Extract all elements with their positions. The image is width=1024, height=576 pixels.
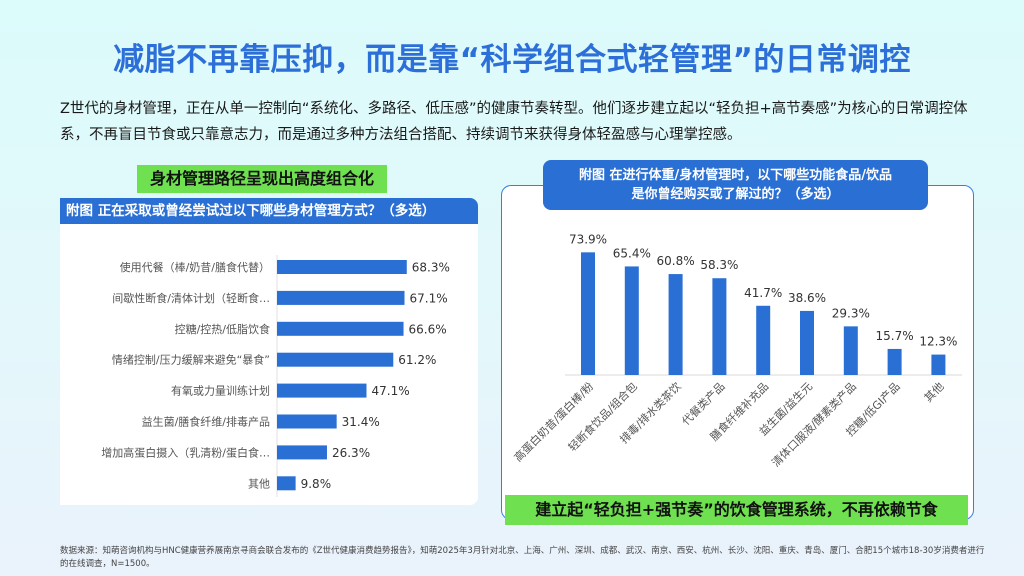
- left-value-label: 68.3%: [412, 261, 450, 275]
- page-title: 减脂不再靠压抑，而是靠“科学组合式轻管理”的日常调控: [113, 42, 911, 78]
- right-chart-title-line-1: 附图 在进行体重/身材管理时，以下哪些功能食品/饮品: [578, 168, 893, 183]
- right-value-label: 73.9%: [569, 232, 607, 246]
- left-category-label: 增加高蛋白摄入（乳清粉/蛋白食…: [101, 445, 270, 459]
- right-value-label: 38.6%: [788, 291, 826, 305]
- left-chart-title: 附图 正在采取或曾经尝试过以下哪些身材管理方式？（多选）: [60, 198, 478, 224]
- right-value-label: 15.7%: [876, 329, 914, 343]
- right-panel-tag: 建立起“轻负担+强节奏”的饮食管理系统，不再依赖节食: [505, 495, 968, 525]
- left-category-label: 益生菌/膳食纤维/排毒产品: [142, 415, 270, 429]
- left-bar: [277, 260, 407, 274]
- right-bar: [843, 326, 858, 375]
- right-value-label: 12.3%: [919, 335, 957, 349]
- left-bar: [277, 290, 405, 305]
- left-category-label: 使用代餐（棒/奶昔/膳食代替）: [120, 260, 270, 274]
- right-bar: [712, 278, 727, 375]
- left-bar: [277, 476, 296, 491]
- left-value-label: 47.1%: [371, 384, 409, 398]
- left-bar: [277, 321, 404, 336]
- left-bar: [277, 445, 327, 460]
- right-bar: [800, 310, 814, 375]
- right-value-label: 65.4%: [613, 246, 651, 260]
- right-bar: [756, 305, 771, 375]
- right-category-label: 清体口服液/酵素类产品: [769, 379, 859, 469]
- right-chart-title: 附图 在进行体重/身材管理时，以下哪些功能食品/饮品 是你曾经购买或了解过的？（…: [543, 160, 928, 210]
- left-category-label: 有氧或力量训练计划: [171, 384, 270, 398]
- intro-paragraph: Z世代的身材管理，正在从单一控制向“系统化、多路径、低压感”的健康节奏转型。他们…: [60, 101, 968, 143]
- right-bar: [931, 354, 946, 375]
- right-bar: [581, 252, 595, 375]
- left-category-label: 控糖/控热/低脂饮食: [175, 322, 270, 336]
- right-value-label: 41.7%: [744, 286, 782, 300]
- left-value-label: 26.3%: [332, 446, 370, 460]
- left-panel-tag: 身材管理路径呈现出高度组合化: [137, 165, 387, 193]
- left-value-label: 9.8%: [301, 477, 332, 491]
- right-bar: [624, 266, 639, 375]
- left-bar: [277, 414, 337, 429]
- left-category-label: 间歇性断食/清体计划（轻断食…: [112, 291, 270, 305]
- footnote: 数据来源：知萌咨询机构与HNC健康营养展南京寻商会联合发布的《Z世代健康消费趋势…: [60, 546, 985, 569]
- right-category-label: 其他: [922, 380, 947, 405]
- right-category-label: 高蛋白奶昔/蛋白棒/粉: [511, 379, 596, 464]
- left-category-label: 其他: [248, 477, 270, 490]
- left-value-label: 66.6%: [409, 322, 447, 336]
- left-bar: [277, 383, 367, 398]
- left-value-label: 67.1%: [409, 291, 447, 305]
- right-chart-title-line-2: 是你曾经购买或了解过的？（多选）: [631, 187, 840, 202]
- left-category-label: 情绪控制/压力缓解来避免“暴食”: [112, 353, 270, 367]
- right-value-label: 60.8%: [657, 254, 695, 268]
- left-value-label: 31.4%: [342, 415, 380, 429]
- left-chart-card: [60, 198, 478, 505]
- right-value-label: 58.3%: [700, 258, 738, 272]
- left-bar: [277, 352, 394, 367]
- right-bar: [887, 348, 902, 375]
- left-value-label: 61.2%: [398, 353, 436, 367]
- right-bar: [668, 274, 683, 375]
- right-value-label: 29.3%: [832, 306, 870, 320]
